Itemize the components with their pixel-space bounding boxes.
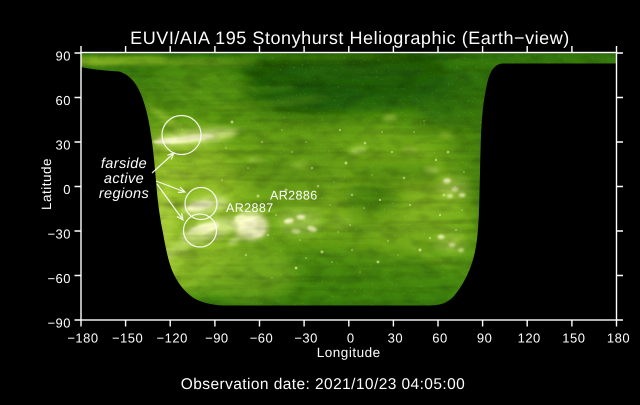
svg-text:60: 60: [432, 331, 447, 346]
svg-text:−180: −180: [67, 331, 98, 346]
svg-text:active: active: [104, 171, 144, 187]
svg-text:−60: −60: [250, 331, 274, 346]
svg-text:120: 120: [518, 331, 541, 346]
svg-text:0: 0: [347, 331, 355, 346]
svg-text:Observation date: 2021/10/23 0: Observation date: 2021/10/23 04:05:00: [181, 376, 465, 393]
svg-text:regions: regions: [99, 186, 149, 202]
svg-text:farside: farside: [101, 156, 147, 172]
svg-text:30: 30: [56, 138, 71, 153]
svg-text:Latitude: Latitude: [39, 158, 54, 210]
svg-text:−30: −30: [294, 331, 318, 346]
svg-text:60: 60: [56, 93, 71, 108]
svg-text:0: 0: [63, 182, 71, 197]
svg-text:−150: −150: [112, 331, 143, 346]
svg-text:30: 30: [388, 331, 403, 346]
svg-text:AR2886: AR2886: [270, 189, 318, 203]
svg-text:180: 180: [607, 331, 630, 346]
svg-text:AR2887: AR2887: [226, 201, 274, 215]
svg-text:Longitude: Longitude: [317, 345, 381, 360]
svg-text:−120: −120: [157, 331, 188, 346]
svg-text:−30: −30: [47, 227, 71, 242]
svg-text:150: 150: [562, 331, 585, 346]
svg-text:−90: −90: [47, 316, 71, 331]
svg-text:EUVI/AIA 195 Stonyhurst Heliog: EUVI/AIA 195 Stonyhurst Heliographic (Ea…: [130, 28, 570, 48]
svg-text:90: 90: [56, 49, 71, 64]
svg-text:−90: −90: [205, 331, 229, 346]
svg-text:−60: −60: [47, 271, 71, 286]
svg-text:90: 90: [477, 331, 492, 346]
